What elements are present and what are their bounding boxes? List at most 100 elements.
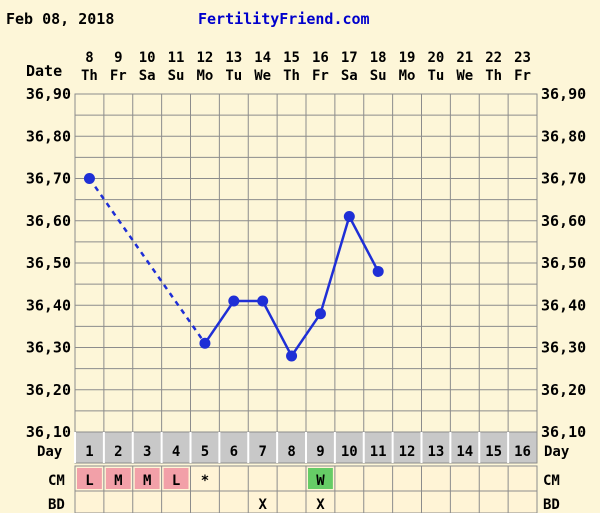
y-tick-labels: 36,90 36,90 36,80 36,80 36,70 36,70 36,60 36,60… <box>26 85 586 441</box>
weekday-label: Su <box>168 68 185 84</box>
date-label: 15 <box>283 50 300 66</box>
y-tick-left: 36,60 <box>26 212 71 230</box>
y-tick-left: 36,90 <box>26 85 71 103</box>
bd-row-label-left: BD <box>48 497 65 513</box>
temperature-point <box>83 173 95 184</box>
date-label: 16 <box>312 50 329 66</box>
temperature-point <box>372 265 384 277</box>
cm-cell-bg <box>105 468 131 489</box>
date-row-label: Date <box>26 62 62 80</box>
solid-segment <box>261 300 293 357</box>
date-label: 8 <box>85 50 93 66</box>
solid-segment <box>203 300 235 344</box>
chart-grid <box>74 93 538 433</box>
weekday-label: We <box>456 68 473 84</box>
weekday-label: Th <box>81 68 98 84</box>
day-number: 10 <box>341 444 358 460</box>
date-label: 10 <box>139 50 156 66</box>
date-labels: 8 Th 9 Fr 10 Sa 11 Su 12 Mo 13 Tu 14 We 15 Th 16 Fr 17 Sa 18… <box>81 50 531 84</box>
y-tick-right: 36,60 <box>541 212 586 230</box>
solid-segment <box>290 312 322 357</box>
date-label: 19 <box>399 50 416 66</box>
day-number: 16 <box>514 444 531 460</box>
y-tick-left: 36,50 <box>26 254 71 272</box>
day-number: 2 <box>114 444 122 460</box>
weekday-label: Tu <box>428 68 445 84</box>
cm-value: * <box>201 473 209 489</box>
weekday-label: Tu <box>225 68 242 84</box>
day-row-label-left: Day <box>37 444 63 460</box>
y-tick-left: 36,30 <box>26 339 71 357</box>
date-label: 22 <box>485 50 502 66</box>
weekday-label: Mo <box>197 68 214 84</box>
day-number: 9 <box>316 444 324 460</box>
temperature-point <box>228 295 240 307</box>
cm-row-label-left: CM <box>48 473 65 489</box>
temperature-points <box>83 173 384 362</box>
y-tick-left: 36,10 <box>26 423 71 441</box>
date-label: 9 <box>114 50 122 66</box>
date-label: 14 <box>254 50 271 66</box>
cm-row-label-right: CM <box>543 473 560 489</box>
weekday-label: We <box>254 68 271 84</box>
y-tick-right: 36,90 <box>541 85 586 103</box>
temperature-lines <box>88 177 380 357</box>
day-number: 13 <box>428 444 445 460</box>
date-label: 12 <box>197 50 214 66</box>
weekday-label: Sa <box>139 68 156 84</box>
cm-cell-bg <box>134 468 160 489</box>
day-number: 7 <box>258 444 266 460</box>
cm-value: L <box>172 473 180 489</box>
solid-segment <box>319 216 351 315</box>
y-tick-right: 36,20 <box>541 381 586 399</box>
weekday-label: Fr <box>312 68 329 84</box>
bd-row-label-right: BD <box>543 497 560 513</box>
header-site: FertilityFriend.com <box>198 10 370 28</box>
solid-segment <box>348 215 380 273</box>
day-number: 3 <box>143 444 151 460</box>
temperature-point <box>257 295 269 307</box>
bd-value: X <box>258 497 267 513</box>
bd-value: X <box>316 497 325 513</box>
day-number: 12 <box>399 444 416 460</box>
y-tick-right: 36,40 <box>541 296 586 314</box>
date-label: 18 <box>370 50 387 66</box>
temperature-point <box>343 211 355 223</box>
y-tick-left: 36,70 <box>26 170 71 188</box>
day-number: 14 <box>456 444 473 460</box>
weekday-label: Sa <box>341 68 358 84</box>
cm-value: M <box>114 473 122 489</box>
temperature-point <box>314 308 326 320</box>
cm-cell-bg <box>308 468 333 489</box>
day-number: 5 <box>201 444 209 460</box>
weekday-label: Su <box>370 68 387 84</box>
y-tick-right: 36,10 <box>541 423 586 441</box>
day-row-label-right: Day <box>544 444 570 460</box>
y-tick-left: 36,20 <box>26 381 71 399</box>
date-label: 23 <box>514 50 531 66</box>
temperature-point <box>199 337 211 349</box>
date-label: 17 <box>341 50 358 66</box>
weekday-label: Fr <box>514 68 531 84</box>
cm-value: W <box>316 473 325 489</box>
date-label: 11 <box>168 50 185 66</box>
weekday-label: Th <box>283 68 300 84</box>
cm-cell-bg <box>77 468 102 489</box>
weekday-label: Mo <box>399 68 416 84</box>
y-tick-right: 36,70 <box>541 170 586 188</box>
day-number: 6 <box>230 444 238 460</box>
y-tick-right: 36,50 <box>541 254 586 272</box>
y-tick-right: 36,30 <box>541 339 586 357</box>
dashed-segment <box>88 177 206 344</box>
cm-cell-bg <box>163 468 189 489</box>
y-tick-left: 36,80 <box>26 127 71 145</box>
date-label: 21 <box>456 50 473 66</box>
weekday-label: Fr <box>110 68 127 84</box>
day-number: 11 <box>370 444 387 460</box>
date-label: 20 <box>428 50 445 66</box>
day-number: 4 <box>172 444 180 460</box>
temperature-point <box>286 350 298 362</box>
